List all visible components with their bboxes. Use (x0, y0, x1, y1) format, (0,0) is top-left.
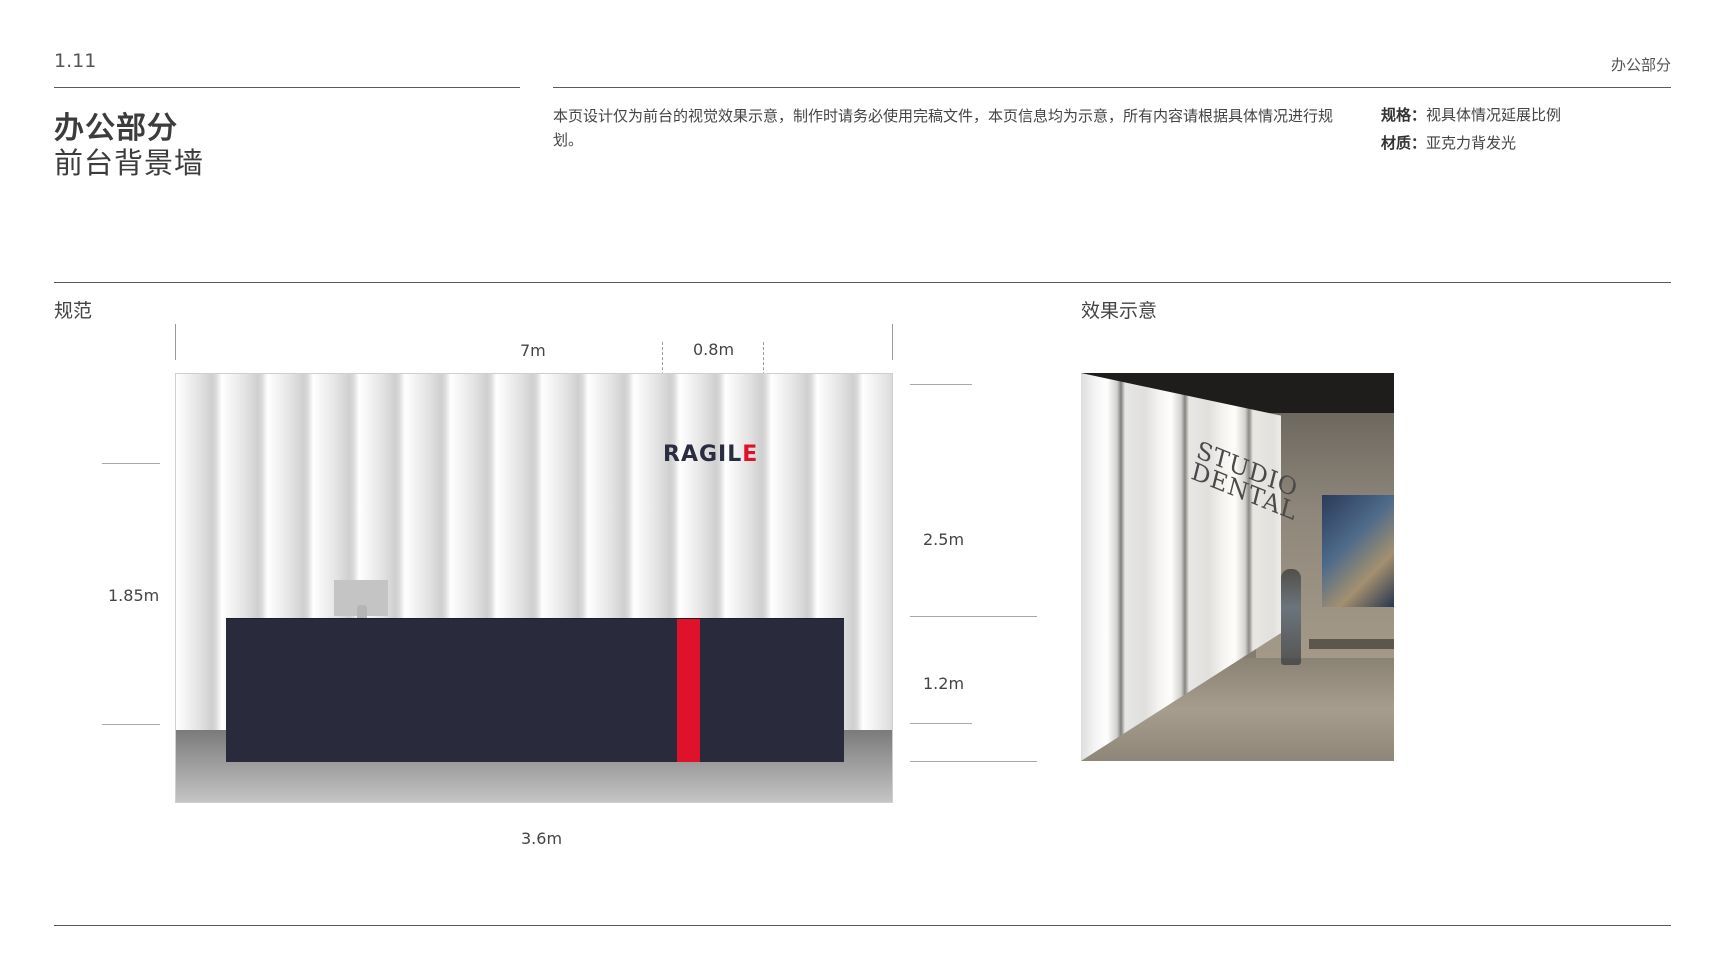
dim-left-height: 1.85m (108, 586, 160, 605)
spec-value: 视具体情况延展比例 (1426, 106, 1562, 124)
spec-value: 亚克力背发光 (1426, 134, 1517, 152)
dim-logo-width: 0.8m (693, 340, 735, 359)
dim-left-bottom (102, 724, 160, 725)
spec-heading: 规范 (54, 300, 93, 322)
section-label: 办公部分 (1610, 56, 1671, 74)
company-logo: RAGILE (663, 442, 758, 467)
dim-right-1 (910, 384, 972, 385)
photo-artwork (1322, 495, 1394, 607)
photo-person (1281, 569, 1301, 665)
spec-key: 规格： (1381, 106, 1427, 124)
photo-bench (1309, 639, 1394, 649)
page-subtitle: 前台背景墙 (54, 146, 205, 180)
dim-left-top (102, 463, 160, 464)
section-divider (54, 282, 1671, 283)
description-text: 本页设计仅为前台的视觉效果示意，制作时请务必使用完稿文件，本页信息均为示意，所有… (553, 107, 1334, 149)
dim-desk-width: 3.6m (521, 829, 563, 848)
dim-upper-height: 2.5m (923, 530, 965, 549)
footer-divider (54, 925, 1671, 926)
dim-right-4 (910, 761, 1037, 762)
dim-right-2 (910, 616, 1037, 617)
dim-total-width: 7m (520, 341, 546, 360)
effect-photo: STUDIO DENTAL (1081, 373, 1394, 761)
page-title: 办公部分 (54, 111, 178, 146)
dim-desk-height: 1.2m (923, 674, 965, 693)
page-number: 1.11 (54, 50, 97, 72)
spec-key: 材质： (1381, 134, 1427, 152)
logo-text: RAGIL (663, 442, 743, 467)
reception-wall-elevation: RAGILE (175, 373, 893, 803)
monitor-stand (357, 605, 367, 621)
dim-tick-right (892, 324, 893, 360)
desk-accent-stripe (677, 619, 700, 762)
spec-row-material: 材质：亚克力背发光 (1381, 132, 1516, 153)
spec-row-size: 规格：视具体情况延展比例 (1381, 104, 1561, 125)
effect-heading: 效果示意 (1081, 300, 1158, 322)
reception-desk (226, 618, 844, 762)
header-divider-left (54, 87, 520, 88)
dim-right-3 (910, 723, 972, 724)
dim-tick-left (175, 324, 176, 360)
header-divider-right (553, 87, 1671, 88)
logo-last-letter: E (742, 442, 759, 467)
